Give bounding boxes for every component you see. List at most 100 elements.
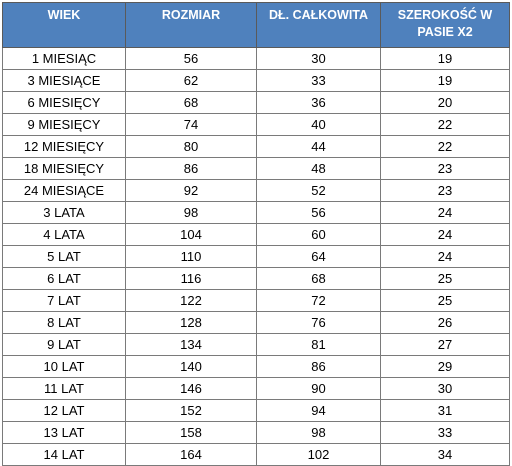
cell-age: 9 MIESIĘCY	[2, 113, 126, 136]
cell-total-length: 86	[256, 355, 381, 378]
cell-size: 80	[125, 135, 257, 158]
cell-size: 56	[125, 47, 257, 70]
cell-waist-width: 19	[380, 47, 510, 70]
cell-waist-width: 26	[380, 311, 510, 334]
cell-age: 3 MIESIĄCE	[2, 69, 126, 92]
cell-total-length: 30	[256, 47, 381, 70]
cell-total-length: 36	[256, 91, 381, 114]
cell-age: 13 LAT	[2, 421, 126, 444]
header-waist-width: SZEROKOŚĆ W PASIE X2	[380, 2, 510, 48]
cell-age: 6 MIESIĘCY	[2, 91, 126, 114]
table-row: 10 LAT 140 86 29	[2, 355, 510, 378]
cell-waist-width: 20	[380, 91, 510, 114]
cell-size: 104	[125, 223, 257, 246]
table-row: 9 LAT 134 81 27	[2, 333, 510, 356]
cell-age: 5 LAT	[2, 245, 126, 268]
cell-total-length: 76	[256, 311, 381, 334]
cell-total-length: 90	[256, 377, 381, 400]
cell-size: 146	[125, 377, 257, 400]
cell-age: 6 LAT	[2, 267, 126, 290]
cell-total-length: 98	[256, 421, 381, 444]
table-body: 1 MIESIĄC 56 30 19 3 MIESIĄCE 62 33 19 6 MIESIĘC…	[2, 47, 510, 466]
cell-total-length: 44	[256, 135, 381, 158]
table-row: 4 LATA 104 60 24	[2, 223, 510, 246]
cell-age: 14 LAT	[2, 443, 126, 466]
table-row: 12 LAT 152 94 31	[2, 399, 510, 422]
table-row: 9 MIESIĘCY 74 40 22	[2, 113, 510, 136]
table-header: WIEK ROZMIAR DŁ. CAŁKOWITA SZEROKOŚĆ W P…	[2, 2, 510, 48]
cell-size: 158	[125, 421, 257, 444]
cell-total-length: 102	[256, 443, 381, 466]
cell-waist-width: 22	[380, 135, 510, 158]
cell-waist-width: 24	[380, 201, 510, 224]
cell-waist-width: 24	[380, 223, 510, 246]
cell-waist-width: 27	[380, 333, 510, 356]
table-row: 12 MIESIĘCY 80 44 22	[2, 135, 510, 158]
cell-size: 98	[125, 201, 257, 224]
cell-total-length: 56	[256, 201, 381, 224]
cell-age: 8 LAT	[2, 311, 126, 334]
table-row: 6 LAT 116 68 25	[2, 267, 510, 290]
cell-waist-width: 25	[380, 267, 510, 290]
cell-total-length: 72	[256, 289, 381, 312]
table-row: 13 LAT 158 98 33	[2, 421, 510, 444]
cell-waist-width: 34	[380, 443, 510, 466]
header-row: WIEK ROZMIAR DŁ. CAŁKOWITA SZEROKOŚĆ W P…	[2, 2, 510, 48]
cell-waist-width: 23	[380, 179, 510, 202]
cell-age: 4 LATA	[2, 223, 126, 246]
cell-waist-width: 29	[380, 355, 510, 378]
cell-age: 12 MIESIĘCY	[2, 135, 126, 158]
cell-age: 18 MIESIĘCY	[2, 157, 126, 180]
cell-size: 92	[125, 179, 257, 202]
table-row: 3 MIESIĄCE 62 33 19	[2, 69, 510, 92]
cell-size: 164	[125, 443, 257, 466]
cell-waist-width: 22	[380, 113, 510, 136]
cell-total-length: 52	[256, 179, 381, 202]
cell-size: 110	[125, 245, 257, 268]
cell-waist-width: 33	[380, 421, 510, 444]
cell-total-length: 64	[256, 245, 381, 268]
cell-size: 62	[125, 69, 257, 92]
table-row: 3 LATA 98 56 24	[2, 201, 510, 224]
cell-size: 128	[125, 311, 257, 334]
cell-age: 10 LAT	[2, 355, 126, 378]
table-row: 1 MIESIĄC 56 30 19	[2, 47, 510, 70]
table-row: 11 LAT 146 90 30	[2, 377, 510, 400]
table-row: 14 LAT 164 102 34	[2, 443, 510, 466]
cell-total-length: 40	[256, 113, 381, 136]
cell-age: 7 LAT	[2, 289, 126, 312]
cell-size: 122	[125, 289, 257, 312]
cell-size: 140	[125, 355, 257, 378]
table-row: 8 LAT 128 76 26	[2, 311, 510, 334]
cell-total-length: 48	[256, 157, 381, 180]
cell-total-length: 94	[256, 399, 381, 422]
cell-waist-width: 19	[380, 69, 510, 92]
cell-total-length: 81	[256, 333, 381, 356]
header-size: ROZMIAR	[125, 2, 257, 48]
table-row: 5 LAT 110 64 24	[2, 245, 510, 268]
cell-age: 24 MIESIĄCE	[2, 179, 126, 202]
table-row: 7 LAT 122 72 25	[2, 289, 510, 312]
cell-age: 1 MIESIĄC	[2, 47, 126, 70]
cell-waist-width: 24	[380, 245, 510, 268]
header-total-length: DŁ. CAŁKOWITA	[256, 2, 381, 48]
cell-waist-width: 25	[380, 289, 510, 312]
cell-size: 116	[125, 267, 257, 290]
cell-waist-width: 31	[380, 399, 510, 422]
cell-age: 11 LAT	[2, 377, 126, 400]
cell-size: 74	[125, 113, 257, 136]
cell-size: 152	[125, 399, 257, 422]
table-row: 24 MIESIĄCE 92 52 23	[2, 179, 510, 202]
cell-age: 3 LATA	[2, 201, 126, 224]
cell-size: 86	[125, 157, 257, 180]
cell-total-length: 60	[256, 223, 381, 246]
cell-age: 12 LAT	[2, 399, 126, 422]
cell-size: 68	[125, 91, 257, 114]
cell-total-length: 33	[256, 69, 381, 92]
cell-size: 134	[125, 333, 257, 356]
cell-waist-width: 30	[380, 377, 510, 400]
table-row: 18 MIESIĘCY 86 48 23	[2, 157, 510, 180]
header-age: WIEK	[2, 2, 126, 48]
cell-waist-width: 23	[380, 157, 510, 180]
cell-age: 9 LAT	[2, 333, 126, 356]
